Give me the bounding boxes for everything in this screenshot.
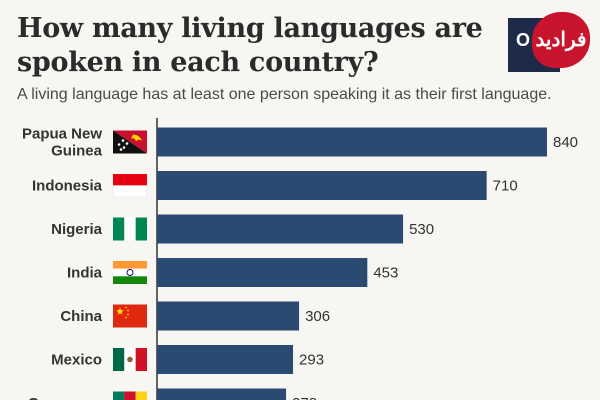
category-label: Papua New Guinea: [22, 126, 103, 160]
png-flag: [113, 130, 147, 154]
value-label: 453: [373, 265, 398, 282]
value-label: 710: [493, 178, 518, 195]
cameroon-flag: [113, 391, 147, 400]
nigeria-flag: [113, 217, 147, 241]
india-flag: [113, 261, 147, 284]
category-label: India: [67, 265, 103, 282]
value-label: 530: [409, 221, 434, 238]
chart-title: How many living languages are spoken in …: [17, 13, 483, 78]
bar-india: [157, 258, 368, 287]
category-label: Mexico: [51, 352, 102, 369]
logo-badge: فرادید: [532, 12, 590, 68]
bar-china: [157, 301, 300, 331]
value-label: 293: [299, 352, 324, 369]
mexico-flag: [113, 348, 147, 371]
value-label: 840: [553, 134, 578, 151]
bar-mexico: [157, 345, 294, 374]
logo-box-text: O: [516, 30, 531, 50]
category-label: China: [60, 308, 102, 325]
china-flag: [113, 304, 147, 328]
category-label: Nigeria: [51, 221, 103, 238]
publisher-logo: O فرادید: [508, 12, 592, 72]
value-label: 278: [292, 395, 317, 400]
value-label: 306: [305, 308, 330, 325]
bar-png: [157, 127, 547, 157]
chart-subtitle: A living language has at least one perso…: [17, 86, 552, 103]
bar-nigeria: [157, 214, 404, 244]
category-label: Indonesia: [32, 178, 103, 195]
bar-cameroon: [157, 388, 287, 400]
bar-indonesia: [157, 171, 487, 200]
category-label: Cameroon: [28, 395, 102, 400]
indonesia-flag: [112, 174, 148, 198]
